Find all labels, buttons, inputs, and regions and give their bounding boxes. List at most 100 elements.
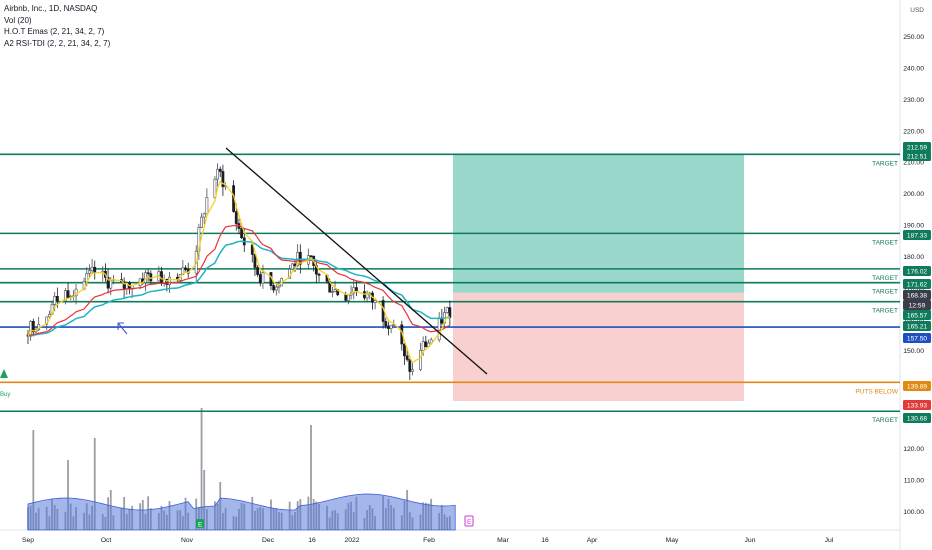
earnings-marker-icon — [196, 519, 204, 528]
candle-body — [168, 276, 171, 285]
trendline — [225, 147, 488, 375]
y-tick-label: 250.00 — [903, 34, 924, 41]
candle-body — [106, 277, 110, 289]
price-badge — [903, 400, 931, 410]
price-badge — [903, 290, 931, 300]
volume-ma-area — [27, 493, 456, 531]
x-tick-label: Dec — [262, 537, 275, 544]
price-badge-label: 168.38 — [907, 293, 928, 300]
x-tick-label: Nov — [181, 537, 194, 544]
candle-body — [408, 359, 412, 372]
price-badge-label: 165.57 — [907, 313, 928, 320]
volume-bar — [310, 425, 312, 530]
y-tick-label: 190.00 — [903, 222, 924, 229]
candle-body — [253, 254, 257, 268]
candle-body — [63, 290, 67, 302]
candle-body — [437, 317, 441, 341]
candle-body — [274, 286, 278, 291]
currency-label: USD — [910, 7, 924, 14]
price-badge — [903, 151, 931, 161]
candle-body — [403, 343, 406, 357]
ema-mid-line — [27, 224, 451, 337]
volume-bar — [67, 460, 69, 530]
loss-zone — [453, 292, 744, 402]
earnings-marker-label: E — [198, 522, 203, 529]
candle-body — [411, 369, 414, 372]
candle-body — [202, 213, 206, 218]
candle-body — [240, 228, 244, 239]
candle-body — [387, 325, 390, 329]
rsi-tdi-indicator-label[interactable]: A2 RSI-TDI (2, 2, 21, 34, 2, 7) — [4, 38, 111, 48]
candle-body — [234, 211, 238, 224]
earnings-marker-icon — [464, 515, 474, 527]
x-tick-label: Mar — [497, 537, 509, 544]
x-tick-label: Jun — [745, 537, 756, 544]
buy-arrow-icon — [0, 369, 8, 378]
level-label: TARGET — [872, 239, 898, 246]
candle-body — [29, 321, 33, 337]
candle-body — [55, 296, 59, 302]
price-badge-label: 212.59 — [907, 145, 928, 152]
candle-body — [146, 272, 150, 275]
y-tick-label: 160.00 — [903, 317, 924, 324]
candle-body — [109, 280, 113, 289]
price-badge-label: 139.89 — [907, 384, 928, 391]
candle-body — [90, 266, 94, 272]
price-badge-label: 176.02 — [907, 269, 928, 276]
candle-body — [448, 307, 452, 318]
y-tick-label: 220.00 — [903, 128, 924, 135]
x-tick-label: 2022 — [344, 537, 359, 544]
level-label: TARGET — [872, 275, 898, 282]
candle-body — [290, 263, 294, 270]
price-badge — [903, 310, 931, 320]
buy-label: Buy — [0, 392, 10, 398]
price-badge-label: 187.33 — [907, 233, 928, 240]
price-badge — [903, 300, 931, 310]
price-badge-label: 157.50 — [907, 336, 928, 343]
x-tick-label: Oct — [101, 537, 112, 544]
candle-body — [389, 324, 393, 329]
price-badge-label: 212.51 — [907, 154, 928, 161]
candle-body — [66, 290, 70, 298]
price-badge — [903, 381, 931, 391]
candle-body — [216, 168, 219, 180]
candle-body — [419, 350, 422, 370]
candle-body — [333, 289, 337, 292]
hot-emas-indicator-label[interactable]: H.O.T Emas (2, 21, 34, 2, 7) — [4, 27, 105, 36]
price-badge — [903, 266, 931, 276]
level-label: TARGET — [872, 160, 898, 167]
y-tick-label: 200.00 — [903, 191, 924, 198]
x-tick-label: May — [666, 537, 679, 544]
level-label: TARGET — [872, 417, 898, 424]
x-tick-label: 16 — [308, 537, 316, 544]
candle-body — [445, 307, 449, 313]
volume-indicator-label[interactable]: Vol (20) — [4, 15, 32, 25]
ema-fast-line — [27, 180, 450, 364]
candle-body — [365, 294, 369, 299]
candle-body — [213, 178, 217, 198]
candle-body — [88, 270, 91, 274]
candle-body — [250, 244, 254, 255]
candle-body — [424, 341, 428, 348]
candle-body — [330, 291, 334, 293]
candle-body — [218, 168, 222, 172]
profit-zone — [453, 154, 744, 293]
candle-body — [421, 341, 425, 351]
x-tick-label: Jul — [825, 537, 834, 544]
candle-body — [293, 263, 297, 267]
candle-body — [344, 294, 348, 301]
earnings-marker-label: E — [467, 519, 472, 526]
candle-body — [298, 251, 302, 265]
candle-body — [277, 285, 281, 288]
price-badge-label: 171.62 — [907, 282, 928, 289]
x-tick-label: 16 — [541, 537, 549, 544]
price-badge-label: 130.68 — [907, 416, 928, 423]
y-tick-label: 100.00 — [903, 509, 924, 516]
y-tick-label: 210.00 — [903, 160, 924, 167]
price-badge-label: 12:59 — [909, 303, 926, 310]
candle-body — [93, 266, 97, 273]
candle-body — [373, 300, 377, 303]
x-tick-label: Sep — [22, 537, 34, 544]
candle-body — [352, 287, 356, 294]
